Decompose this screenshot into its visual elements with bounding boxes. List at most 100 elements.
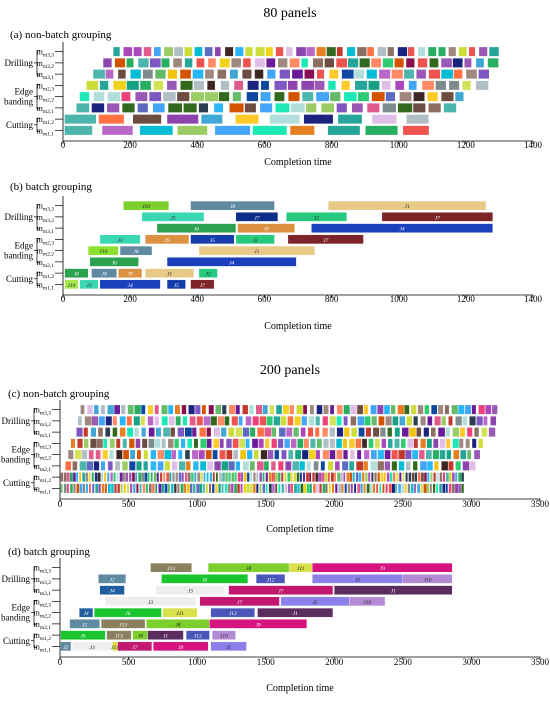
- gantt-task: [168, 416, 175, 426]
- machine-label: mm3,2: [37, 59, 55, 70]
- gantt-task: [381, 438, 387, 448]
- gantt-task: [142, 438, 148, 448]
- gantt-task: [328, 80, 336, 90]
- gantt-bar-label: J8: [133, 249, 138, 255]
- gantt-task: [81, 450, 88, 460]
- gantt-task: [462, 416, 468, 426]
- gantt-task: [244, 103, 256, 113]
- gantt-task: [93, 461, 100, 471]
- gantt-task: [297, 438, 304, 448]
- gantt-bar-label: J5: [174, 283, 179, 289]
- gantt-task: [194, 472, 197, 482]
- gantt-task: [215, 125, 251, 135]
- gantt-task: [212, 450, 218, 460]
- gantt-task: [147, 472, 150, 482]
- gantt-bar-label: J7: [237, 600, 242, 606]
- gantt-bar: [402, 574, 453, 584]
- gantt-task: [435, 80, 446, 90]
- gantt-task: [266, 416, 273, 426]
- gantt-task: [377, 405, 384, 415]
- gantt-task: [249, 461, 255, 471]
- gantt-task: [91, 416, 99, 426]
- gantt-task: [448, 461, 454, 471]
- gantt-task: [354, 69, 365, 79]
- gantt-bar-label: J9: [380, 566, 385, 572]
- gantt-task: [196, 483, 200, 493]
- gantt-task: [65, 461, 72, 471]
- x-tick-label: 1000: [390, 140, 409, 150]
- machine-label: mm3,1: [37, 224, 55, 235]
- gantt-task: [259, 472, 262, 482]
- machine-label: mm3,2: [34, 575, 52, 586]
- gantt-task: [464, 58, 472, 68]
- gantt-task: [313, 483, 316, 493]
- gantt-task: [439, 438, 446, 448]
- gantt-task: [413, 103, 426, 113]
- gantt-task: [384, 405, 390, 415]
- gantt-task: [191, 92, 205, 102]
- gantt-task: [201, 114, 223, 124]
- gantt-task: [100, 405, 105, 415]
- gantt-bar: [153, 641, 209, 652]
- gantt-task: [451, 483, 455, 493]
- x-tick-label: 2000: [325, 657, 344, 667]
- gantt-task: [93, 92, 105, 102]
- gantt-task: [136, 483, 139, 493]
- gantt-task: [336, 58, 348, 68]
- gantt-task: [238, 416, 243, 426]
- gantt-task: [167, 114, 199, 124]
- gantt-task: [104, 483, 107, 493]
- gantt-task: [367, 47, 374, 57]
- gantt-task: [427, 416, 433, 426]
- gantt-task: [377, 461, 384, 471]
- gantt-task: [291, 438, 297, 448]
- machine-label: mm1,1: [34, 484, 52, 495]
- gantt-task: [240, 483, 243, 493]
- gantt-task: [406, 58, 415, 68]
- gantt-task: [82, 472, 85, 482]
- gantt-task: [140, 80, 151, 90]
- machine-label: mm2,3: [37, 235, 55, 246]
- gantt-task: [150, 472, 153, 482]
- gantt-task: [164, 47, 174, 57]
- gantt-panel-a: (a) non-batch grouping 0 200 400 600 800 1000 1…: [4, 29, 543, 168]
- gantt-task: [133, 114, 162, 124]
- gantt-task: [212, 483, 215, 493]
- gantt-task: [77, 438, 83, 448]
- gantt-task: [475, 80, 489, 90]
- gantt-task: [68, 450, 74, 460]
- gantt-task: [122, 472, 126, 482]
- gantt-bar-label: J7: [200, 283, 205, 289]
- gantt-task: [203, 472, 206, 482]
- gantt-bar: [60, 641, 72, 652]
- gantt-task: [481, 427, 488, 437]
- gantt-bar-label: J12: [194, 634, 202, 640]
- gantt-task: [265, 472, 268, 482]
- gantt-task: [306, 103, 317, 113]
- gantt-task: [156, 472, 159, 482]
- gantt-task: [382, 58, 394, 68]
- gantt-bar-label: J1: [254, 249, 259, 255]
- gantt-task: [417, 58, 428, 68]
- gantt-task: [452, 438, 459, 448]
- gantt-task: [191, 472, 194, 482]
- gantt-task: [258, 438, 264, 448]
- gantt-task: [349, 472, 353, 482]
- gantt-task: [327, 461, 334, 471]
- gantt-task: [452, 427, 460, 437]
- gantt-task: [395, 483, 398, 493]
- x-tick-label: 600: [258, 140, 272, 150]
- gantt-task: [116, 438, 121, 448]
- gantt-task: [351, 427, 357, 437]
- gantt-task: [105, 416, 112, 426]
- gantt-bar: [162, 607, 198, 618]
- gantt-task: [467, 427, 473, 437]
- gantt-task: [109, 450, 114, 460]
- gantt-task: [161, 58, 170, 68]
- section-title-80-panels: 80 panels: [263, 6, 316, 21]
- gantt-task: [323, 405, 329, 415]
- gantt-task: [217, 69, 227, 79]
- gantt-bar: [255, 574, 286, 584]
- gantt-task: [402, 472, 405, 482]
- gantt-task: [185, 450, 190, 460]
